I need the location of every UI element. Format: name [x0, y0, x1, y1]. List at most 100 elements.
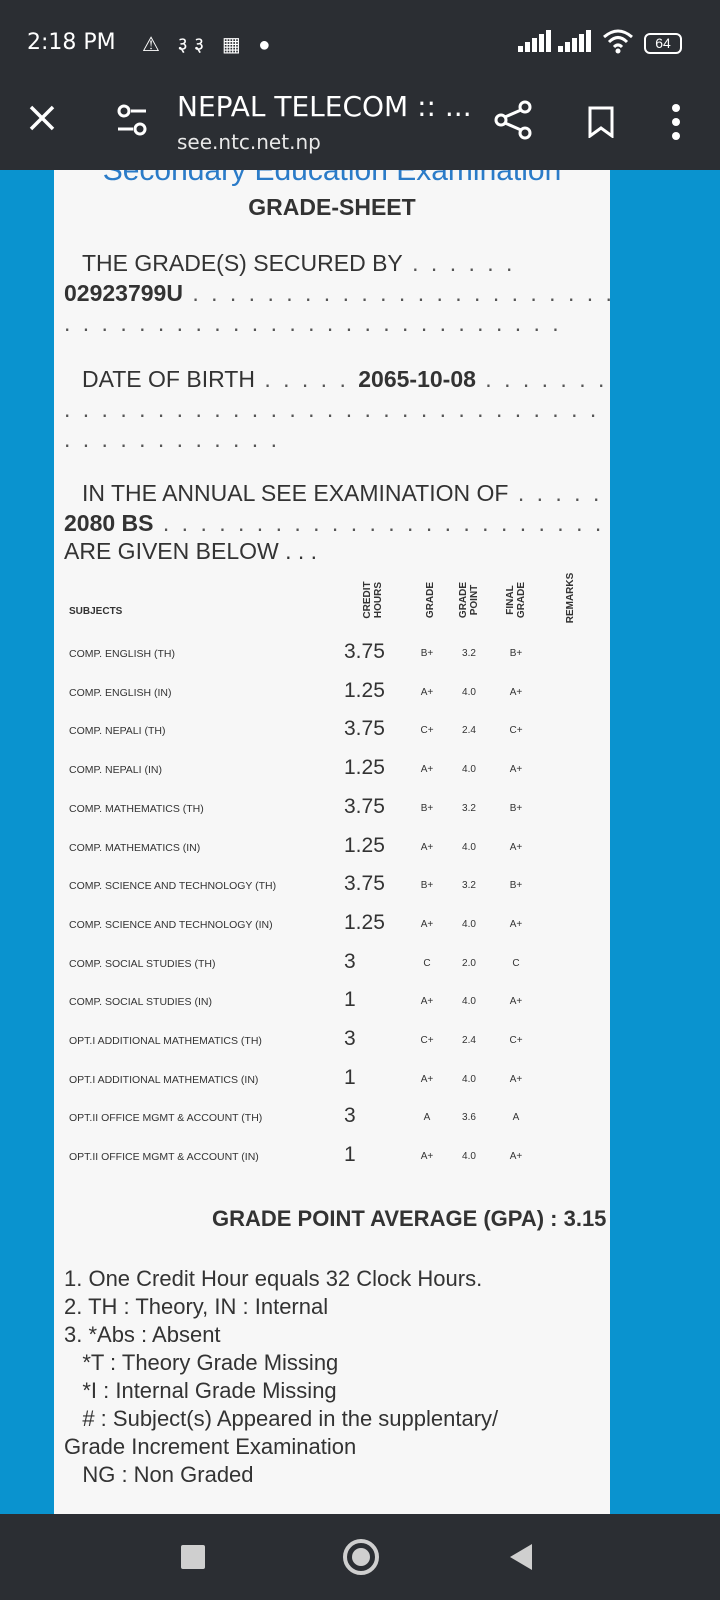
grade-point-cell: 2.4 [462, 725, 476, 737]
credit-hours-cell: 1 [344, 988, 356, 1012]
grade-point-cell: 4.0 [462, 1073, 476, 1085]
subject-cell: OPT.I ADDITIONAL MATHEMATICS (IN) [69, 1073, 259, 1086]
site-settings-icon[interactable] [116, 102, 148, 138]
exam-title: Secondary Education Examination [102, 170, 562, 187]
subject-cell: COMP. MATHEMATICS (IN) [69, 841, 201, 854]
note-line: 2. TH : Theory, IN : Internal [64, 1294, 329, 1319]
subject-cell: OPT.I ADDITIONAL MATHEMATICS (TH) [69, 1035, 262, 1047]
note-line: # : Subject(s) Appeared in the supplenta… [64, 1406, 499, 1431]
credit-hours-cell: 1 [344, 1065, 356, 1089]
subject-cell: COMP. SCIENCE AND TECHNOLOGY (IN) [69, 918, 273, 931]
credit-hours-cell: 1.25 [344, 756, 385, 780]
final-grade-cell: A+ [509, 686, 523, 698]
final-grade-cell: A [512, 1112, 520, 1124]
grade-cell: A+ [420, 1151, 434, 1163]
grade-cell: A+ [420, 841, 434, 853]
grade-point-cell: 3.2 [462, 648, 476, 659]
status-bar: 2:18 PM ⚠ ३३ ▦ ● 64 [0, 0, 720, 86]
page-url: see.ntc.net.np [177, 130, 321, 154]
note-line: *T : Theory Grade Missing [64, 1350, 339, 1375]
bookmark-icon[interactable] [588, 106, 614, 138]
secured-by-label: THE GRADE(S) SECURED BY [82, 250, 403, 276]
subject-cell: COMP. ENGLISH (IN) [69, 686, 172, 699]
credit-hours-cell: 3.75 [344, 872, 385, 896]
dots-line-3: . . . . . . . . . . . . [64, 426, 280, 452]
table-row: OPT.I ADDITIONAL MATHEMATICS (TH) 3 C+ 2.4 C… [54, 1027, 610, 1057]
status-time: 2:18 PM [27, 30, 116, 55]
subject-cell: OPT.II OFFICE MGMT & ACCOUNT (IN) [69, 1151, 259, 1164]
final-grade-cell: A+ [509, 996, 523, 1008]
home-button[interactable] [343, 1539, 379, 1575]
grade-cell: A+ [420, 1073, 434, 1085]
header-grade-point: GRADE POINT [458, 581, 480, 619]
dob-line: DATE OF BIRTH . . . . . 2065-10-08 . . .… [82, 366, 610, 392]
grade-cell: A+ [420, 918, 434, 930]
grade-sheet: Secondary Education Examination GRADE-SH… [54, 170, 610, 1514]
secured-by-line: THE GRADE(S) SECURED BY . . . . . . [82, 250, 516, 276]
notification-icons: ⚠ ३३ ▦ ● [142, 34, 277, 56]
grade-cell: C [423, 957, 431, 969]
battery-icon: 64 [644, 33, 682, 54]
grade-cell: A [423, 1112, 431, 1124]
system-nav-bar [0, 1514, 720, 1600]
final-grade-cell: B+ [509, 648, 523, 659]
grade-cell: A+ [420, 686, 434, 698]
subject-cell: COMP. SOCIAL STUDIES (TH) [69, 957, 216, 970]
page-title: NEPAL TELECOM :: ... [177, 90, 472, 123]
table-row: OPT.I ADDITIONAL MATHEMATICS (IN) 1 A+ 4.0 A… [54, 1066, 610, 1096]
table-row: COMP. NEPALI (IN) 1.25 A+ 4.0 A+ [54, 756, 610, 786]
table-row: COMP. MATHEMATICS (IN) 1.25 A+ 4.0 A+ [54, 834, 610, 864]
grade-point-cell: 2.4 [462, 1035, 476, 1046]
final-grade-cell: C [512, 957, 520, 969]
final-grade-cell: A+ [509, 918, 523, 930]
note-line: Grade Increment Examination [64, 1434, 357, 1459]
table-row: COMP. MATHEMATICS (TH) 3.75 B+ 3.2 B+ [54, 795, 610, 825]
dots-line: . . . . . . . . . . . . . . . . . . . . … [64, 310, 562, 336]
custom-tab-toolbar: NEPAL TELECOM :: ... see.ntc.net.np [0, 86, 720, 170]
table-row: COMP. ENGLISH (IN) 1.25 A+ 4.0 A+ [54, 679, 610, 709]
dob-label: DATE OF BIRTH [82, 366, 255, 392]
exam-year: 2080 BS [64, 510, 154, 536]
subject-cell: COMP. SCIENCE AND TECHNOLOGY (TH) [69, 880, 277, 893]
final-grade-cell: C+ [509, 725, 523, 737]
header-subjects: SUBJECTS [69, 606, 123, 617]
note-line: 1. One Credit Hour equals 32 Clock Hours… [64, 1266, 483, 1291]
recents-button[interactable] [181, 1545, 205, 1569]
web-content[interactable]: Secondary Education Examination GRADE-SH… [0, 170, 720, 1514]
exam-line: IN THE ANNUAL SEE EXAMINATION OF . . . .… [82, 480, 610, 506]
credit-hours-cell: 1.25 [344, 833, 385, 857]
grade-point-cell: 4.0 [462, 918, 476, 930]
signal-icon [518, 30, 554, 52]
grade-point-cell: 4.0 [462, 1151, 476, 1163]
table-row: OPT.II OFFICE MGMT & ACCOUNT (TH) 3 A 3.6 A [54, 1104, 610, 1134]
exam-label: IN THE ANNUAL SEE EXAMINATION OF [82, 480, 509, 506]
grade-point-cell: 4.0 [462, 686, 476, 698]
share-icon[interactable] [494, 100, 534, 140]
grade-point-cell: 4.0 [462, 996, 476, 1008]
table-row: COMP. SCIENCE AND TECHNOLOGY (IN) 1.25 A+ 4… [54, 911, 610, 941]
note-line: NG : Non Graded [64, 1462, 254, 1487]
grade-point-cell: 3.2 [462, 880, 476, 892]
subject-cell: OPT.II OFFICE MGMT & ACCOUNT (TH) [69, 1112, 263, 1125]
dots-line-2: . . . . . . . . . . . . . . . . . . . . … [64, 396, 610, 422]
subject-cell: COMP. MATHEMATICS (TH) [69, 802, 204, 815]
back-button[interactable] [510, 1544, 532, 1570]
final-grade-cell: C+ [509, 1035, 523, 1046]
table-row: COMP. SOCIAL STUDIES (TH) 3 C 2.0 C [54, 950, 610, 980]
close-icon[interactable] [28, 104, 56, 132]
final-grade-cell: A+ [509, 1151, 523, 1163]
grade-point-cell: 3.6 [462, 1112, 476, 1124]
credit-hours-cell: 3 [344, 1104, 356, 1128]
credit-hours-cell: 1.25 [344, 678, 385, 702]
more-options-icon[interactable] [670, 102, 682, 142]
subject-cell: COMP. ENGLISH (TH) [69, 648, 175, 660]
credit-hours-cell: 3.75 [344, 640, 385, 663]
table-row: COMP. SOCIAL STUDIES (IN) 1 A+ 4.0 A+ [54, 988, 610, 1018]
credit-hours-cell: 3 [344, 949, 356, 973]
note-line: *I : Internal Grade Missing [64, 1378, 337, 1403]
grade-cell: A+ [420, 996, 434, 1008]
header-remarks: REMARKS [565, 572, 576, 624]
credit-hours-cell: 1.25 [344, 910, 385, 934]
sheet-title: GRADE-SHEET [248, 194, 416, 220]
symbol-number: 02923799U [64, 280, 183, 306]
